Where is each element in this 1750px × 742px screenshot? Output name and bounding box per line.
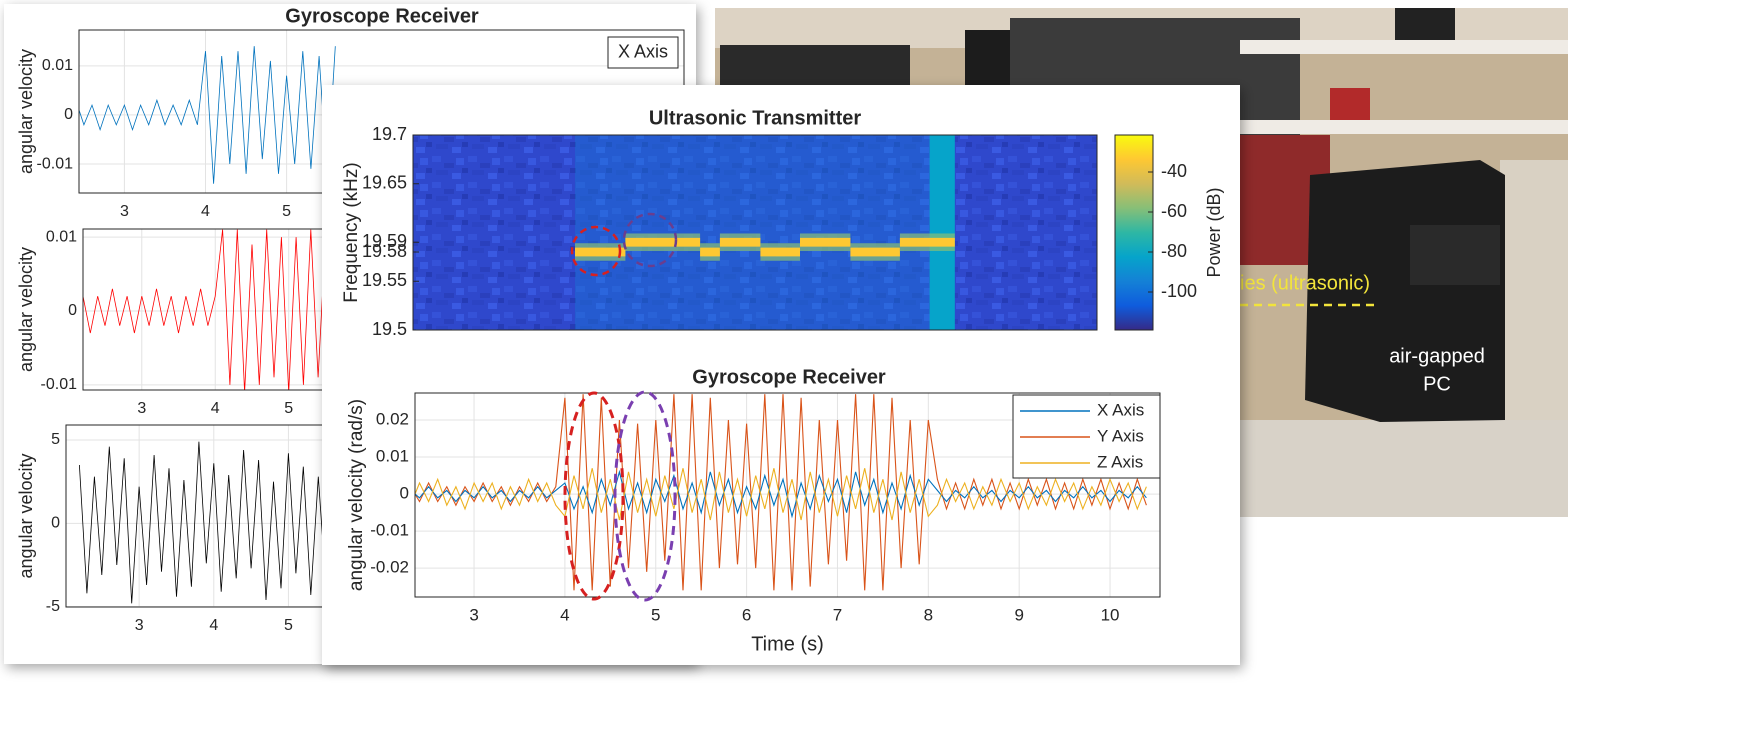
tone (700, 247, 720, 257)
tone (800, 237, 851, 247)
x-tick-label: 9 (1014, 605, 1023, 624)
y-tick-label: -0.01 (370, 521, 409, 540)
y-tick-label: 19.58 (362, 241, 407, 261)
photo-label: PC (1423, 373, 1451, 395)
data-line (79, 441, 334, 604)
legend-box (607, 36, 679, 69)
x-tick-label: 5 (282, 203, 291, 220)
tone (575, 247, 626, 257)
y-tick-label: 0 (400, 484, 409, 503)
y-tick-label: 19.7 (372, 124, 407, 144)
y-tick-label: 0 (64, 106, 73, 123)
legend-label: X Axis (1097, 400, 1144, 419)
y-tick-label: -0.02 (370, 558, 409, 577)
photo-object (1330, 88, 1370, 120)
y-axis-label: angular velocity (16, 49, 36, 174)
y-axis-label: angular velocity (16, 247, 36, 372)
x-tick-label: 4 (209, 617, 218, 634)
x-axis-label: Time (s) (751, 633, 824, 655)
x-tick-label: 5 (284, 400, 293, 417)
x-tick-label: 4 (211, 400, 220, 417)
photo-shelf (1240, 40, 1568, 54)
x-tick-label: 3 (120, 203, 129, 220)
photo-label: ies (ultrasonic) (1240, 272, 1370, 294)
y-tick-label: -0.01 (37, 155, 74, 172)
y-tick-label: 19.5 (372, 319, 407, 339)
colorbar (1114, 134, 1154, 331)
y-tick-label: 19.65 (362, 173, 407, 193)
y-tick-label: 0 (68, 302, 77, 319)
colorbar-label: Power (dB) (1204, 187, 1224, 277)
y-axis-label: Frequency (kHz) (341, 162, 362, 302)
photo-label: air-gapped (1389, 345, 1485, 367)
photo-cabinet (1500, 160, 1568, 420)
tone (625, 237, 701, 247)
annotation-circle (570, 225, 622, 277)
y-tick-label: 0.01 (376, 447, 409, 466)
annotation-ellipse (613, 390, 677, 602)
y-tick-label: 0 (51, 515, 60, 532)
x-tick-label: 8 (924, 605, 933, 624)
x-tick-label: 5 (284, 617, 293, 634)
tone (850, 247, 900, 257)
signal-band (575, 135, 955, 330)
x-tick-label: 6 (742, 605, 751, 624)
y-tick-label: -5 (46, 598, 60, 615)
tone (760, 247, 800, 257)
chart-title: Ultrasonic Transmitter (649, 107, 862, 129)
tone (719, 237, 761, 247)
annotation-circle (622, 212, 678, 268)
annotation-ellipse (563, 391, 625, 601)
y-tick-label: 0.02 (376, 410, 409, 429)
y-tick-label: 19.55 (362, 270, 407, 290)
axes-frame (412, 134, 1098, 331)
chart-title: Gyroscope Receiver (692, 366, 886, 388)
y-axis-label: angular velocity (16, 453, 36, 578)
legend-label: Z Axis (1097, 452, 1143, 471)
legend-label: Y Axis (1097, 426, 1144, 445)
photo-object (1395, 8, 1455, 40)
colorbar-tick-label: -80 (1161, 241, 1187, 261)
annotations (563, 212, 678, 602)
colorbar-tick-label: -100 (1161, 281, 1197, 301)
y-tick-label: 5 (51, 431, 60, 448)
photo-floor (1240, 420, 1568, 517)
colorbar-tick-label: -40 (1161, 161, 1187, 181)
x-tick-label: 5 (651, 605, 660, 624)
legend-label: X Axis (618, 41, 668, 61)
x-tick-label: 10 (1101, 605, 1120, 624)
y-axis-label: angular velocity (rad/s) (346, 399, 367, 591)
photo-pc-bays (1410, 225, 1500, 285)
data-line (83, 229, 334, 390)
axes-frame (414, 392, 1161, 598)
x-tick-label: 3 (137, 400, 146, 417)
colorbar-tick-label: -60 (1161, 201, 1187, 221)
x-tick-label: 7 (833, 605, 842, 624)
x-tick-label: 3 (135, 617, 144, 634)
photo-monitor (720, 45, 910, 90)
photo-shelf (1240, 120, 1568, 134)
y-tick-label: -0.01 (41, 376, 78, 393)
chart-title: Gyroscope Receiver (285, 5, 479, 27)
y-tick-label: 19.59 (362, 231, 407, 251)
tone (899, 237, 955, 247)
spectrogram-background (413, 135, 1097, 330)
y-tick-label: 0.01 (42, 57, 73, 74)
y-tick-label: 0.01 (46, 228, 77, 245)
x-tick-label: 3 (469, 605, 478, 624)
data-line (415, 468, 1147, 521)
burst-band (929, 135, 955, 330)
data-line (79, 46, 336, 184)
x-tick-label: 4 (560, 605, 569, 624)
x-tick-label: 4 (201, 203, 210, 220)
